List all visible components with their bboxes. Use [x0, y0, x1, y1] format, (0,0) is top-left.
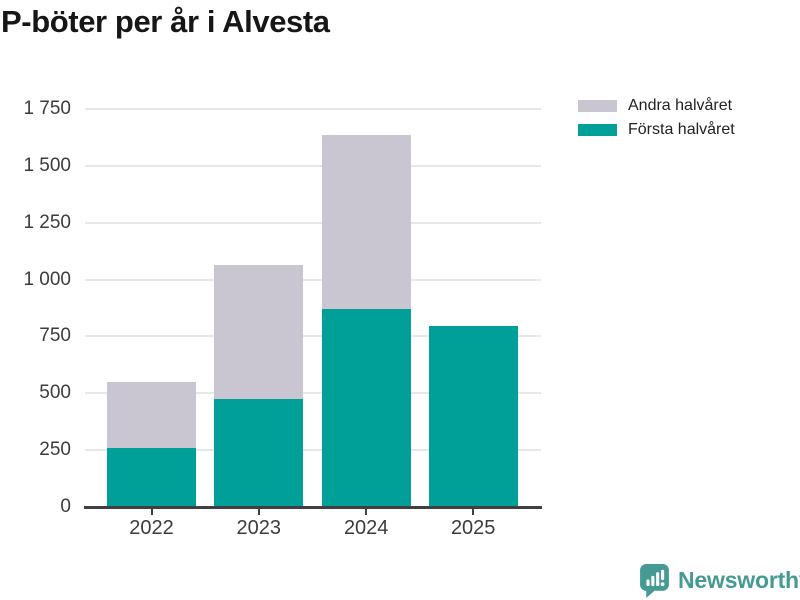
x-tick-mark-2025: [472, 509, 475, 515]
bar-segment-2023-f-rsta-halv-ret: [214, 398, 304, 507]
y-tick-label-250: 250: [39, 439, 71, 461]
legend-swatch-icon: [578, 124, 617, 136]
bar-segment-2022-f-rsta-halv-ret: [107, 447, 196, 507]
gridline-1250: [85, 221, 541, 224]
newsworthy-logo: Newsworthy: [640, 564, 800, 598]
legend-item-andra-halv-ret: Andra halvåret: [578, 94, 735, 118]
gridline-250: [85, 449, 541, 452]
x-tick-mark-2022: [150, 509, 153, 515]
y-tick-label-0: 0: [60, 496, 71, 517]
x-tick-label-2025: 2025: [450, 517, 496, 539]
gridline-750: [85, 335, 541, 338]
bar-chart-speech-bubble-icon: [640, 564, 669, 598]
legend-item-f-rsta-halv-ret: Första halvåret: [578, 118, 735, 142]
y-tick-label-1750: 1 750: [23, 98, 71, 119]
x-tick-label-2022: 2022: [129, 517, 174, 539]
chart-title: P-böter per år i Alvesta: [1, 4, 330, 39]
x-tick-label-2024: 2024: [343, 517, 389, 539]
x-axis: 2022 2023 2024 2025: [85, 509, 541, 549]
y-tick-label-1000: 1 000: [23, 268, 71, 290]
legend-label: Andra halvåret: [628, 97, 733, 114]
gridline-1500: [85, 164, 541, 167]
gridline-500: [85, 392, 541, 395]
gridline-1000: [85, 278, 541, 281]
plot-area: [85, 108, 541, 507]
x-tick-mark-2023: [257, 509, 260, 515]
x-tick-label-2023: 2023: [236, 517, 282, 539]
bar-segment-2024-f-rsta-halv-ret: [321, 309, 411, 507]
bar-segment-2024-andra-halv-ret: [321, 135, 411, 310]
bar-segment-2023-andra-halv-ret: [214, 264, 304, 399]
y-tick-label-1250: 1 250: [23, 211, 71, 233]
x-axis-line: [84, 506, 542, 509]
newsworthy-wordmark: Newsworthy: [678, 567, 800, 593]
gridline-1750: [85, 108, 541, 110]
legend-label: Första halvåret: [628, 121, 735, 138]
y-tick-label-500: 500: [39, 382, 71, 404]
y-tick-label-1500: 1 500: [23, 154, 71, 176]
bar-segment-2022-andra-halv-ret: [107, 381, 196, 448]
legend: Andra halvåret Första halvåret: [578, 94, 735, 142]
x-tick-mark-2024: [365, 509, 368, 515]
legend-swatch-icon: [578, 100, 617, 112]
y-axis: 0 250 500 750 1 000 1 250 1 500 1 750: [0, 98, 71, 517]
y-tick-label-750: 750: [39, 325, 71, 347]
bar-segment-2025-f-rsta-halv-ret: [428, 326, 518, 507]
